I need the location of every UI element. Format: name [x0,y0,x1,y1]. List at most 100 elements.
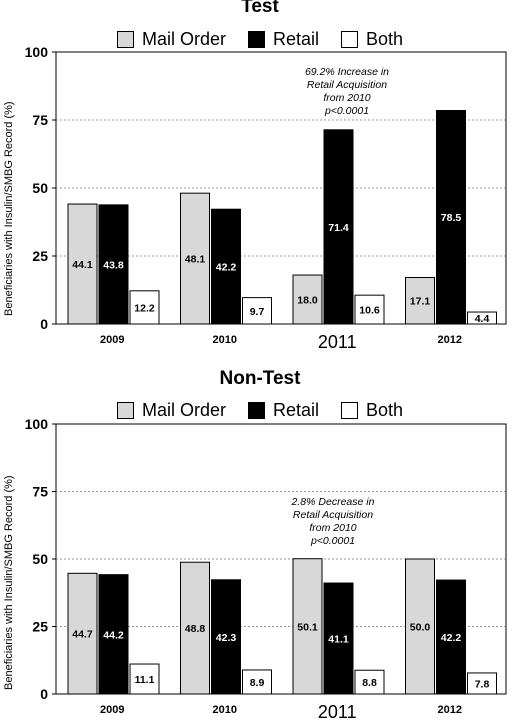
annotation-line: from 2010 [323,92,371,104]
chart-annotation: 69.2% Increase in Retail Acquisition fro… [272,66,422,118]
test-chart-plot: 0 25 50 75 100 44.1 43.8 12.2 2009 48.1 42.2 9.7 201… [25,44,507,352]
y-tick-label: 0 [40,686,48,702]
non-test-chart-plot: 0 25 50 75 100 44.7 44.2 11.1 2009 48.8 42.3 8.9 201… [25,416,507,720]
annotation-line: p<0.0001 [310,535,356,547]
data-label: 42.2 [441,632,462,644]
bar-retail [98,204,129,325]
legend-item-retail: Retail [247,400,319,421]
data-label: 10.6 [359,305,380,317]
x-tick-label: 2010 [213,704,237,716]
legend-label-both: Both [366,29,404,49]
bar-both [129,663,160,695]
legend-label-retail: Retail [272,400,319,420]
data-label: 18.0 [297,295,318,307]
bar-retail [211,208,241,325]
bar-retail [323,129,354,325]
chart-legend: Mail Order Retail Both [0,400,520,421]
x-tick-label: 2010 [213,334,237,346]
chart-legend: Mail Order Retail Both [0,29,520,50]
chart-title: Test [241,0,279,17]
x-tick-label: 2009 [100,334,124,346]
data-label: 50.0 [410,622,431,634]
y-tick-label: 100 [25,44,49,60]
bar-mail-order [405,558,435,695]
legend-item-mail-order: Mail Order [116,29,226,50]
data-label: 8.9 [250,677,265,689]
data-label: 12.2 [134,302,155,314]
bar-retail [436,109,466,325]
y-tick-label: 100 [25,416,49,432]
y-tick-label: 50 [32,180,48,196]
legend-item-mail-order: Mail Order [116,400,226,421]
legend-label-mail-order: Mail Order [141,400,226,420]
bar-both [129,290,160,325]
data-label: 42.3 [216,632,237,644]
y-tick-label: 75 [32,484,48,500]
legend-swatch-retail [247,31,265,48]
data-label: 11.1 [135,674,155,686]
x-tick-label: 2011 [318,702,357,720]
bar-both [242,669,272,695]
y-tick-label: 0 [40,316,48,332]
bar-mail-order [292,558,323,695]
data-label: 9.7 [250,306,265,318]
bar-mail-order [67,203,98,325]
bar-retail [323,582,354,695]
data-label: 44.7 [72,629,93,641]
data-label: 8.8 [362,677,377,689]
y-tick-label: 75 [32,112,48,128]
bar-both [467,311,497,325]
annotation-line: 69.2% Increase in [304,66,390,78]
x-tick-label: 2012 [438,334,462,346]
annotation-line: from 2010 [309,522,357,534]
legend-item-retail: Retail [247,29,319,50]
legend-label-mail-order: Mail Order [141,29,226,49]
bar-both [242,297,272,325]
chart-title: Non-Test [219,368,301,389]
bar-mail-order [67,572,98,695]
data-label: 44.1 [72,259,93,271]
legend-swatch-mail-order [116,402,134,419]
data-label: 44.2 [103,629,124,641]
bar-retail [98,574,129,695]
y-tick-label: 50 [32,551,48,567]
bar-mail-order [405,276,435,325]
bar-both [354,294,385,325]
data-label: 78.5 [441,212,462,224]
annotation-line: Retail Acquisition [292,509,374,521]
data-label: 7.8 [475,678,490,690]
data-label: 42.2 [216,262,237,274]
data-label: 41.1 [328,634,349,646]
bar-mail-order [180,561,210,695]
data-label: 43.8 [103,259,124,271]
chart-annotation: 2.8% Decrease in Retail Acquisition from… [258,496,408,548]
bar-mail-order [180,192,210,325]
bar-retail [436,579,466,695]
x-tick-label: 2009 [100,704,124,716]
legend-label-both: Both [366,400,404,420]
data-label: 4.4 [475,313,490,325]
x-tick-label: 2011 [318,332,357,352]
bar-both [467,672,497,695]
test-chart-panel: Test Mail Order Retail Both Beneficiarie… [0,0,520,352]
bar-both [354,669,385,695]
data-label: 17.1 [410,296,431,308]
legend-label-retail: Retail [272,29,319,49]
data-label: 50.1 [297,621,318,633]
data-label: 71.4 [328,222,349,234]
data-label: 48.8 [185,623,206,635]
non-test-chart-panel: Non-Test Mail Order Retail Both Benefici… [0,368,520,720]
legend-item-both: Both [341,400,403,421]
legend-swatch-retail [247,402,265,419]
y-tick-label: 25 [32,619,48,635]
x-tick-label: 2012 [438,704,462,716]
annotation-line: Retail Acquisition [306,79,388,91]
bar-retail [211,579,241,695]
legend-swatch-mail-order [116,31,134,48]
bar-mail-order [292,274,323,325]
legend-item-both: Both [341,29,403,50]
annotation-line: 2.8% Decrease in [291,496,375,508]
data-label: 48.1 [185,254,206,266]
y-tick-label: 25 [32,248,48,264]
legend-swatch-both [341,402,358,419]
